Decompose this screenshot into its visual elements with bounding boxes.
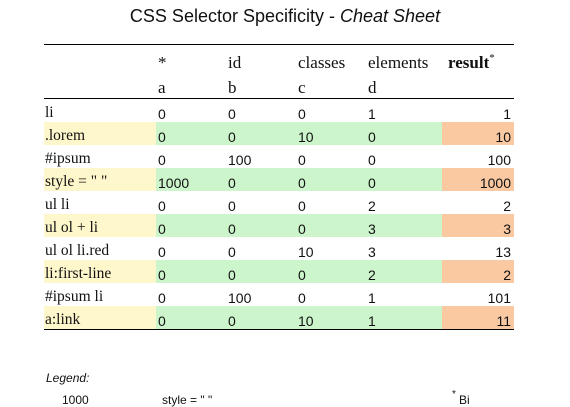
count-cell-c: 0 [298, 198, 306, 214]
table-row: li:first-line 0 0 0 2 2 [44, 260, 514, 283]
count-cell-c: 0 [296, 214, 366, 237]
count-cell-a: 0 [158, 244, 166, 260]
header-blank [44, 44, 156, 73]
selector-cell: #ipsum [45, 150, 91, 167]
count-cell-a: 0 [156, 122, 226, 145]
legend-footnote-mark: * [452, 389, 456, 400]
count-cell-b: 0 [228, 106, 236, 122]
selector-cell: li:first-line [44, 260, 156, 283]
result-cell: 101 [487, 290, 511, 306]
result-cell: 10 [442, 122, 514, 145]
result-cell: 1 [503, 106, 511, 122]
legend-value-1000: 1000 [62, 393, 89, 407]
count-cell-a: 0 [156, 306, 226, 330]
subheader-c: c [296, 73, 366, 99]
page-title-main: CSS Selector Specificity - [129, 6, 340, 26]
count-cell-b: 0 [226, 260, 296, 283]
result-cell: 13 [495, 244, 511, 260]
selector-cell: #ipsum li [45, 288, 104, 305]
header-classes: classes [296, 44, 366, 73]
count-cell-b: 100 [228, 290, 252, 306]
subheader-b: b [226, 73, 296, 99]
count-cell-a: 0 [158, 152, 166, 168]
table-row: .lorem 0 0 10 0 10 [44, 122, 514, 145]
selector-cell: .lorem [44, 122, 156, 145]
subheader-result [442, 73, 514, 99]
count-cell-a: 1000 [156, 168, 226, 191]
count-cell-c: 0 [298, 106, 306, 122]
header-elements: elements [366, 44, 442, 73]
count-cell-c: 10 [296, 306, 366, 330]
header-id: id [226, 44, 296, 73]
count-cell-d: 1 [368, 106, 376, 122]
count-cell-d: 0 [368, 152, 376, 168]
header-star: * [156, 44, 226, 73]
specificity-table: * id classes elements result* a b c d li… [44, 44, 514, 330]
count-cell-b: 0 [228, 198, 236, 214]
count-cell-c: 0 [296, 168, 366, 191]
count-cell-a: 0 [158, 106, 166, 122]
subheader-d: d [366, 73, 442, 99]
selector-cell: ul li [45, 196, 70, 213]
table-row: ul ol li.red 0 0 10 3 13 [44, 237, 514, 260]
table-row: ul li 0 0 0 2 2 [44, 191, 514, 214]
count-cell-d: 0 [366, 122, 442, 145]
table-row: #ipsum 0 100 0 0 100 [44, 145, 514, 168]
count-cell-d: 1 [366, 306, 442, 330]
count-cell-c: 0 [298, 152, 306, 168]
selector-cell: a:link [44, 306, 156, 330]
header-result-label: result [448, 53, 490, 72]
result-cell: 11 [442, 306, 514, 330]
legend-style-text: style = " " [162, 393, 213, 407]
subheader-row: a b c d [44, 73, 514, 99]
count-cell-b: 0 [226, 168, 296, 191]
legend-row: 1000 style = " " * Bi [0, 389, 570, 407]
count-cell-d: 2 [366, 260, 442, 283]
count-cell-a: 0 [156, 260, 226, 283]
result-cell: 100 [487, 152, 511, 168]
legend-footnote-text: Bi [459, 393, 470, 407]
result-cell: 2 [503, 198, 511, 214]
count-cell-d: 1 [368, 290, 376, 306]
count-cell-c: 0 [296, 260, 366, 283]
count-cell-d: 3 [366, 214, 442, 237]
page-title: CSS Selector Specificity - Cheat Sheet [0, 6, 570, 27]
specificity-table-body: * id classes elements result* a b c d li… [44, 44, 514, 330]
table-row: ul ol + li 0 0 0 3 3 [44, 214, 514, 237]
result-cell: 1000 [442, 168, 514, 191]
legend-label: Legend: [46, 371, 90, 385]
table-row: a:link 0 0 10 1 11 [44, 306, 514, 330]
count-cell-d: 2 [368, 198, 376, 214]
count-cell-d: 0 [366, 168, 442, 191]
selector-cell: ul ol li.red [45, 242, 110, 259]
table-row: style = " " 1000 0 0 0 1000 [44, 168, 514, 191]
table-row: li 0 0 0 1 1 [44, 99, 514, 122]
result-cell: 3 [442, 214, 514, 237]
count-cell-a: 0 [156, 214, 226, 237]
page-title-italic: Cheat Sheet [340, 6, 441, 26]
table-row: #ipsum li 0 100 0 1 101 [44, 283, 514, 306]
subheader-blank [44, 73, 156, 99]
count-cell-b: 0 [226, 214, 296, 237]
selector-cell: li [45, 104, 54, 121]
selector-cell: ul ol + li [44, 214, 156, 237]
count-cell-a: 0 [158, 198, 166, 214]
subheader-a: a [156, 73, 226, 99]
selector-cell: style = " " [44, 168, 156, 191]
count-cell-b: 0 [226, 122, 296, 145]
header-row: * id classes elements result* [44, 44, 514, 73]
count-cell-b: 100 [228, 152, 252, 168]
count-cell-b: 0 [228, 244, 236, 260]
count-cell-c: 10 [296, 122, 366, 145]
count-cell-c: 0 [298, 290, 306, 306]
count-cell-b: 0 [226, 306, 296, 330]
count-cell-d: 3 [368, 244, 376, 260]
count-cell-c: 10 [298, 244, 314, 260]
result-cell: 2 [442, 260, 514, 283]
header-result-footnote-mark: * [489, 52, 495, 64]
header-result: result* [442, 44, 514, 73]
count-cell-a: 0 [158, 290, 166, 306]
